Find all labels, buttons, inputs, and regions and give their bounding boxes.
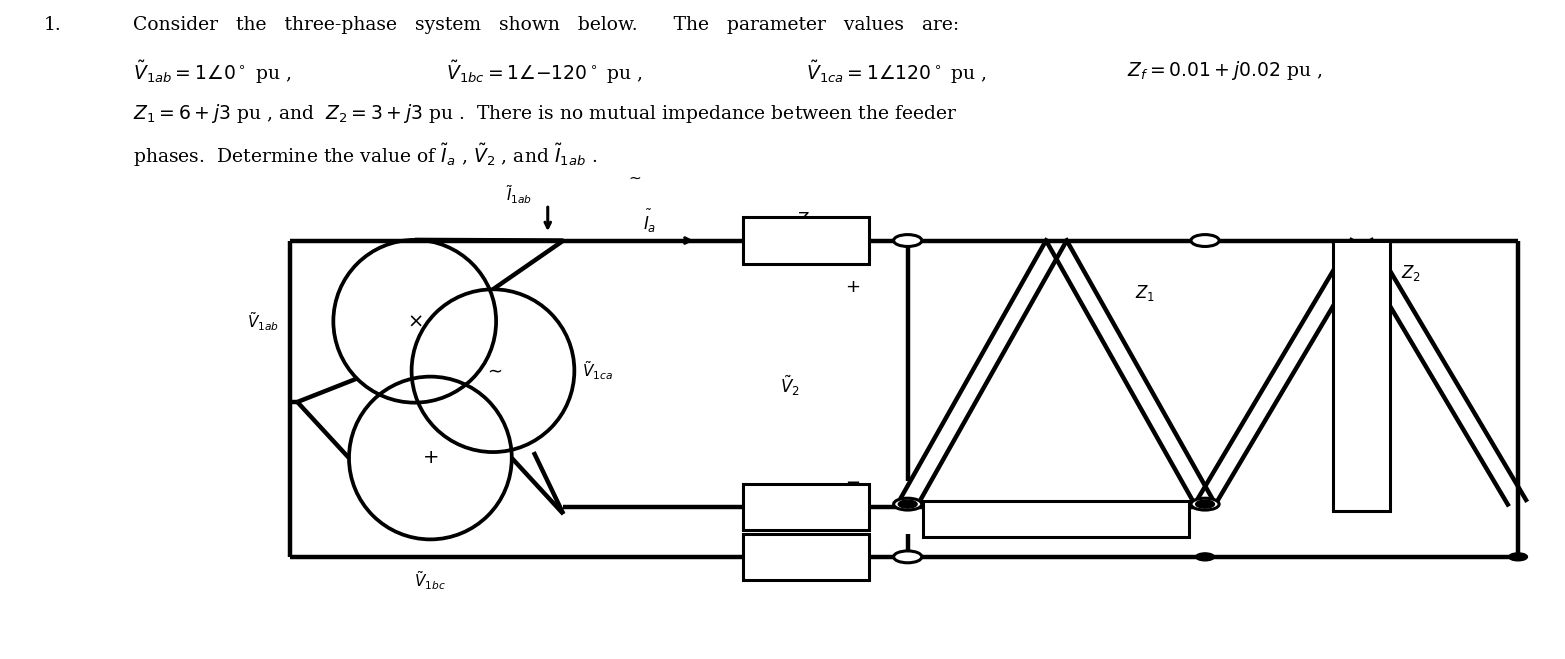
Text: $Z_2$: $Z_2$ [1401,264,1421,283]
Circle shape [1191,235,1219,246]
Text: $\tilde{V}_{1ca} = 1\angle 120^\circ$ pu ,: $\tilde{V}_{1ca} = 1\angle 120^\circ$ pu… [806,59,988,86]
FancyBboxPatch shape [743,534,869,580]
Text: $\tilde{I}_{1ab}$: $\tilde{I}_{1ab}$ [505,183,532,206]
Text: $\tilde{}$: $\tilde{}$ [646,200,653,215]
Text: $Z_f$: $Z_f$ [797,210,815,229]
Text: $\tilde{V}_{1bc}$: $\tilde{V}_{1bc}$ [415,569,446,592]
FancyBboxPatch shape [923,501,1189,537]
Text: $\tilde{V}_2$: $\tilde{V}_2$ [781,374,800,397]
Circle shape [1509,553,1527,561]
Text: $\tilde{V}_{1ab}$: $\tilde{V}_{1ab}$ [247,310,280,333]
Circle shape [1191,498,1219,510]
Text: $Z_1$: $Z_1$ [1135,283,1155,303]
Text: $+$: $+$ [423,449,438,467]
Circle shape [894,498,922,510]
Text: $Z_1 = 6 + j3$ pu , and  $Z_2 = 3 + j3$ pu .  There is no mutual impedance betwe: $Z_1 = 6 + j3$ pu , and $Z_2 = 3 + j3$ p… [133,102,958,125]
Text: $\tilde{V}_{1ab} = 1\angle 0^\circ$ pu ,: $\tilde{V}_{1ab} = 1\angle 0^\circ$ pu , [133,59,291,86]
FancyBboxPatch shape [1333,241,1390,511]
Text: $+$: $+$ [845,277,861,296]
Text: $\tilde{V}_{1ca}$: $\tilde{V}_{1ca}$ [582,359,613,382]
Text: 1.: 1. [44,16,61,34]
Text: $Z_f = 0.01 + j0.02$ pu ,: $Z_f = 0.01 + j0.02$ pu , [1127,59,1322,82]
Circle shape [898,500,917,508]
Text: $-$: $-$ [845,472,861,490]
Text: $\tilde{V}_{1bc} = 1\angle {-120^\circ}$ pu ,: $\tilde{V}_{1bc} = 1\angle {-120^\circ}$… [446,59,643,86]
Circle shape [894,235,922,246]
Circle shape [894,551,922,563]
Text: $\sim$: $\sim$ [484,362,502,380]
Text: $\times$: $\times$ [407,312,423,330]
FancyBboxPatch shape [743,217,869,264]
Text: Consider   the   three-phase   system   shown   below.      The   parameter   va: Consider the three-phase system shown be… [133,16,959,34]
Circle shape [1196,553,1214,561]
Circle shape [1196,500,1214,508]
Text: phases.  Determine the value of $\tilde{I}_{a}$ , $\tilde{V}_{2}$ , and $\tilde{: phases. Determine the value of $\tilde{I… [133,142,598,169]
Text: $\sim$: $\sim$ [626,171,642,185]
FancyBboxPatch shape [743,484,869,530]
Text: $I_a$: $I_a$ [643,214,656,234]
